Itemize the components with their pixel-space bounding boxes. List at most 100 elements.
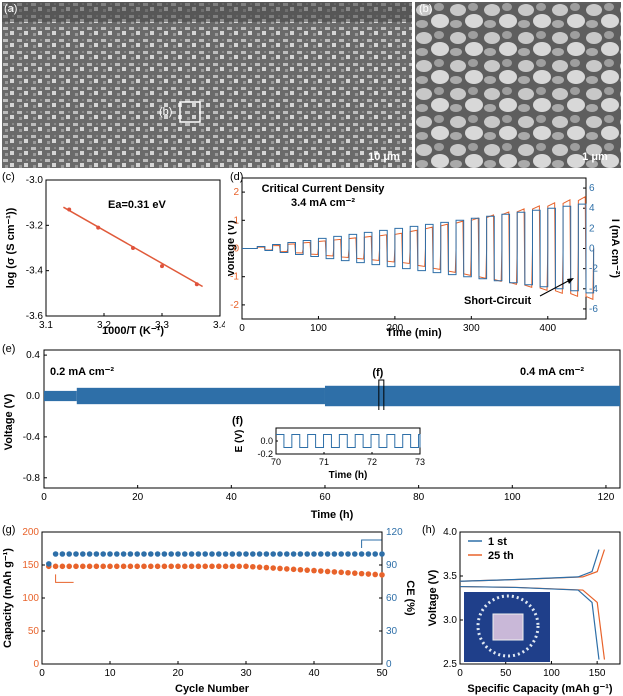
ce-point <box>73 551 79 557</box>
y-tick-label-g: 150 <box>22 560 39 571</box>
y-tick-label-c: -3.6 <box>26 311 44 322</box>
ce-point <box>324 551 331 557</box>
ce-axis-arrow <box>361 539 382 548</box>
ce-point <box>250 551 256 557</box>
capacity-point <box>188 563 195 570</box>
capacity-point <box>195 563 202 570</box>
x-tick-label-e: 0 <box>41 492 47 503</box>
y2-tick-label-d: 0 <box>589 244 595 255</box>
y2-tick-label-d: 6 <box>589 183 595 194</box>
sem-texture-a <box>2 2 412 168</box>
y-tick-label-f: 0.0 <box>260 436 273 446</box>
y-tick-label-f: -0.2 <box>257 449 273 459</box>
capacity-point <box>216 563 222 570</box>
scale-bar-a: 10 μm <box>362 151 406 163</box>
ce-point <box>338 551 345 557</box>
ce-point <box>304 551 311 557</box>
y-tick-label-c: -3.2 <box>26 220 44 231</box>
ce-point <box>141 551 147 557</box>
current-series-d <box>242 203 595 294</box>
sem-image-a: (a) (b) 10 μm <box>2 2 412 168</box>
ce-point <box>154 551 161 557</box>
ce-point <box>195 551 202 557</box>
y-tick-label-g: 50 <box>28 626 40 637</box>
x-tick-label-h: 100 <box>543 668 560 679</box>
x-tick-label-d: 400 <box>539 323 556 334</box>
ce-point <box>297 551 304 557</box>
plot-frame-h <box>459 531 621 665</box>
y-axis-label-h: Voltage (V) <box>427 569 439 626</box>
ce-point <box>318 551 324 557</box>
roi-label-b: (b) <box>159 106 173 118</box>
legend-label-25th: 25 th <box>488 550 514 562</box>
activation-energy-label: Ea=0.31 eV <box>108 199 166 211</box>
y2-tick-label-g: 90 <box>386 560 398 571</box>
x-tick-label-g: 20 <box>172 668 184 679</box>
capacity-point <box>379 572 385 578</box>
x-tick-label-f: 71 <box>319 457 329 467</box>
ce-point <box>93 551 100 557</box>
y2-tick-label-d: -6 <box>589 304 598 315</box>
capacity-point <box>222 563 229 570</box>
sem-texture-b <box>415 2 621 168</box>
capacity-point <box>168 563 174 570</box>
capacity-point <box>338 569 345 576</box>
x-tick-label-e: 120 <box>598 492 615 503</box>
capacity-point <box>270 565 277 571</box>
data-point-c <box>67 207 72 212</box>
y-tick-label-h: 4.0 <box>443 527 457 538</box>
y-tick-label-h: 3.0 <box>443 615 457 626</box>
x-axis-label-f: Time (h) <box>329 470 368 481</box>
y-tick-label-d: -2 <box>230 300 239 311</box>
data-point-c <box>96 225 101 230</box>
x-axis-label-d: Time (min) <box>386 327 442 339</box>
x-tick-label-e: 60 <box>319 492 331 503</box>
current-density-low-label: 0.2 mA cm⁻² <box>50 366 114 378</box>
chart-h: 0 50 100 150 4.0 3.5 3.0 2.5 Specific Capacity (… <box>427 527 621 695</box>
x-tick-label-c: 3.3 <box>155 320 169 331</box>
ce-point <box>86 551 93 557</box>
capacity-point <box>345 569 351 576</box>
capacity-point <box>284 566 290 572</box>
x-tick-label-f: 72 <box>367 457 377 467</box>
panel-label-b: (b) <box>419 3 433 15</box>
capacity-point <box>52 563 59 570</box>
ce-point <box>290 551 297 557</box>
x-tick-label-f: 70 <box>271 457 281 467</box>
y-tick-label-e: 0.0 <box>26 391 40 402</box>
capacity-point <box>93 563 100 570</box>
capacity-point <box>331 569 338 575</box>
x-tick-label-e: 40 <box>226 492 238 503</box>
voltage-band-high-e <box>324 385 620 407</box>
x-tick-label-d: 100 <box>310 323 327 334</box>
capacity-point <box>100 563 106 570</box>
plot-frame-c <box>45 179 221 317</box>
capacity-point <box>290 566 297 573</box>
y-axis-label-c: log (σ (S cm⁻¹)) <box>5 207 17 288</box>
x-axis-label-c: 1000/T (K⁻¹) <box>102 325 164 337</box>
y-axis-label-d: Voltage (V) <box>228 220 237 277</box>
cell-photo-ring <box>476 594 540 658</box>
y2-tick-label-g: 0 <box>386 659 392 670</box>
zoom-marker-label-e: (f) <box>372 367 383 379</box>
y-tick-label-d: 2 <box>233 187 239 198</box>
ce-point <box>229 551 236 557</box>
y-tick-label-e: -0.4 <box>23 432 41 443</box>
ce-point <box>182 551 188 557</box>
capacity-point <box>297 566 304 573</box>
ccd-value-d: 3.4 mA cm⁻² <box>291 197 355 209</box>
panel-label-g: (g) <box>2 524 16 536</box>
x-tick-label-d: 0 <box>239 323 245 334</box>
voltage-series-f <box>276 434 421 448</box>
panel-label-f: (f) <box>232 415 243 427</box>
ce-point <box>270 551 277 557</box>
x-tick-label-g: 40 <box>308 668 320 679</box>
capacity-point <box>304 567 311 573</box>
capacity-point <box>120 563 127 570</box>
x-tick-label-d: 200 <box>387 323 404 334</box>
plot-frame-e <box>43 349 621 489</box>
ce-point <box>311 551 317 557</box>
ce-point <box>46 561 52 567</box>
short-circuit-arrowhead <box>567 278 574 284</box>
